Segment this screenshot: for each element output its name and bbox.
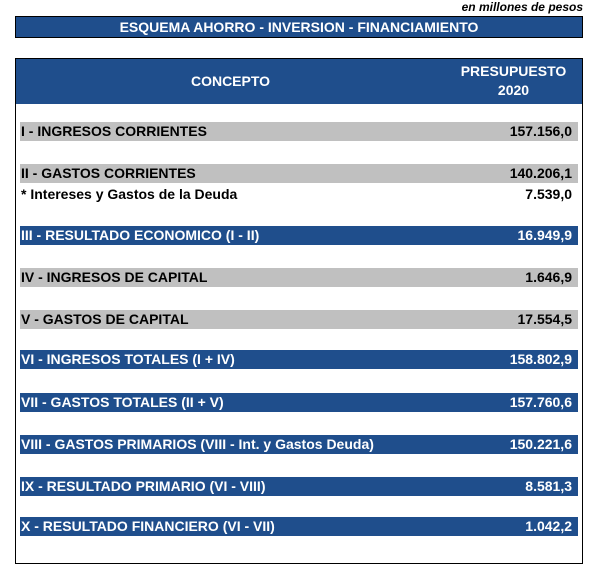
table-row-resultado-primario: IX - RESULTADO PRIMARIO (VI - VIII) 8.58… [20,477,578,496]
row-value: 157.156,0 [509,123,572,139]
budget-table: CONCEPTO PRESUPUESTO 2020 I - INGRESOS C… [15,58,583,564]
row-value: 157.760,6 [509,394,572,410]
page-title: ESQUEMA AHORRO - INVERSION - FINANCIAMIE… [15,16,583,38]
table-row-ingresos-corrientes: I - INGRESOS CORRIENTES 157.156,0 [20,122,578,141]
header-presupuesto-label: PRESUPUESTO [460,63,567,79]
row-value: 140.206,1 [509,165,572,181]
header-presupuesto: PRESUPUESTO 2020 [445,62,582,100]
row-label: * Intereses y Gastos de la Deuda [21,186,238,202]
row-value: 1.646,9 [525,269,572,285]
row-value: 1.042,2 [525,518,572,534]
row-label: V - GASTOS DE CAPITAL [21,311,189,327]
header-concepto: CONCEPTO [190,73,271,89]
table-row-gastos-capital: V - GASTOS DE CAPITAL 17.554,5 [20,310,578,329]
table-row-intereses-deuda: * Intereses y Gastos de la Deuda 7.539,0 [20,185,578,204]
table-header: CONCEPTO PRESUPUESTO 2020 [16,59,582,104]
row-label: VIII - GASTOS PRIMARIOS (VIII - Int. y G… [21,436,374,452]
row-label: VII - GASTOS TOTALES (II + V) [21,394,224,410]
row-label: III - RESULTADO ECONOMICO (I - II) [21,227,260,243]
header-presupuesto-year: 2020 [497,82,530,98]
table-row-resultado-economico: III - RESULTADO ECONOMICO (I - II) 16.94… [20,226,578,245]
table-row-ingresos-capital: IV - INGRESOS DE CAPITAL 1.646,9 [20,268,578,287]
row-label: IX - RESULTADO PRIMARIO (VI - VIII) [21,478,266,494]
table-row-gastos-primarios: VIII - GASTOS PRIMARIOS (VIII - Int. y G… [20,435,578,454]
row-value: 8.581,3 [525,478,572,494]
units-note: en millones de pesos [461,0,583,14]
row-label: II - GASTOS CORRIENTES [21,165,196,181]
row-value: 7.539,0 [525,186,572,202]
row-value: 158.802,9 [509,351,572,367]
row-label: X - RESULTADO FINANCIERO (VI - VII) [21,518,275,534]
row-label: I - INGRESOS CORRIENTES [21,123,207,139]
table-row-gastos-corrientes: II - GASTOS CORRIENTES 140.206,1 [20,164,578,183]
table-row-ingresos-totales: VI - INGRESOS TOTALES (I + IV) 158.802,9 [20,350,578,369]
row-value: 150.221,6 [509,436,572,452]
table-row-resultado-financiero: X - RESULTADO FINANCIERO (VI - VII) 1.04… [20,517,578,536]
row-label: IV - INGRESOS DE CAPITAL [21,269,208,285]
row-label: VI - INGRESOS TOTALES (I + IV) [21,351,235,367]
row-value: 16.949,9 [517,227,573,243]
row-value: 17.554,5 [517,311,573,327]
table-row-gastos-totales: VII - GASTOS TOTALES (II + V) 157.760,6 [20,393,578,412]
